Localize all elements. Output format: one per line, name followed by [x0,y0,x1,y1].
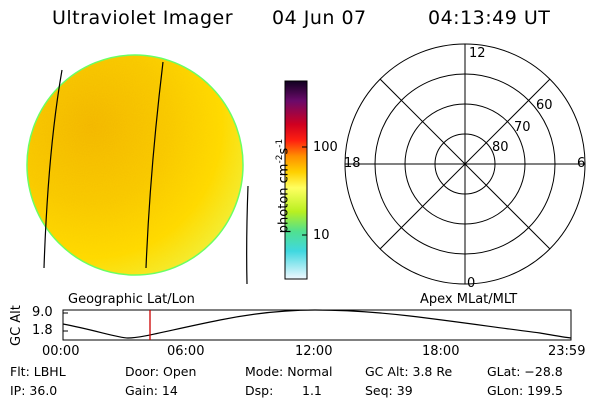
gain-status: Gain: 14 [125,383,178,398]
mlt-label-18: 18 [344,156,361,171]
ip-status: IP: 36.0 [10,383,58,398]
x-tick-1200: 12:00 [295,344,333,359]
mlat-label-60: 60 [536,98,553,113]
altitude-curve [62,309,572,339]
mlt-label-12: 12 [469,46,486,61]
door-status: Door: Open [125,364,197,379]
meridian-line [43,69,63,269]
mlt-label-0: 0 [467,276,476,291]
y-tick-9: 9.0 [32,305,53,320]
colorbar [284,80,308,280]
apex-label: Apex MLat/MLT [420,292,518,307]
geographic-label: Geographic Lat/Lon [68,292,195,307]
uv-image [26,54,249,285]
gc-alt-axis-title: GC Alt [9,305,24,346]
unit-exp2: -1 [275,138,285,148]
dsp-label: Dsp: [245,383,274,398]
x-tick-0600: 06:00 [167,344,205,359]
colorbar-tick-10: 10 [313,228,330,243]
date-label: 04 Jun 07 [272,7,367,29]
orbit-timeline [62,309,572,341]
unit-s: s [276,147,292,155]
unit-text: photon cm [276,163,292,234]
seq-status: Seq: 39 [365,383,413,398]
y-tick-1-8: 1.8 [32,323,53,338]
mlat-label-80: 80 [492,140,509,155]
unit-exp1: -2 [275,154,285,164]
mlat-label-70: 70 [514,120,531,135]
filter-status: Flt: LBHL [10,364,66,379]
dsp-value: 1.1 [302,383,322,398]
colorbar-tick-100: 100 [313,140,338,155]
gc-alt-status: GC Alt: 3.8 Re [365,364,453,379]
x-tick-2359: 23:59 [548,344,586,359]
time-label: 04:13:49 UT [428,7,551,29]
x-tick-0000: 00:00 [42,344,80,359]
x-tick-1800: 18:00 [422,344,460,359]
meridian-line [246,185,249,285]
polar-grid [344,43,586,285]
glon-status: GLon: 199.5 [487,383,563,398]
mode-status: Mode: Normal [245,364,333,379]
mlt-label-6: 6 [577,156,586,171]
glat-status: GLat: −28.8 [487,364,563,379]
meridian-line [145,61,164,269]
colorbar-unit-label: photon cm-2s-1 [275,116,291,256]
instrument-title: Ultraviolet Imager [52,7,234,29]
